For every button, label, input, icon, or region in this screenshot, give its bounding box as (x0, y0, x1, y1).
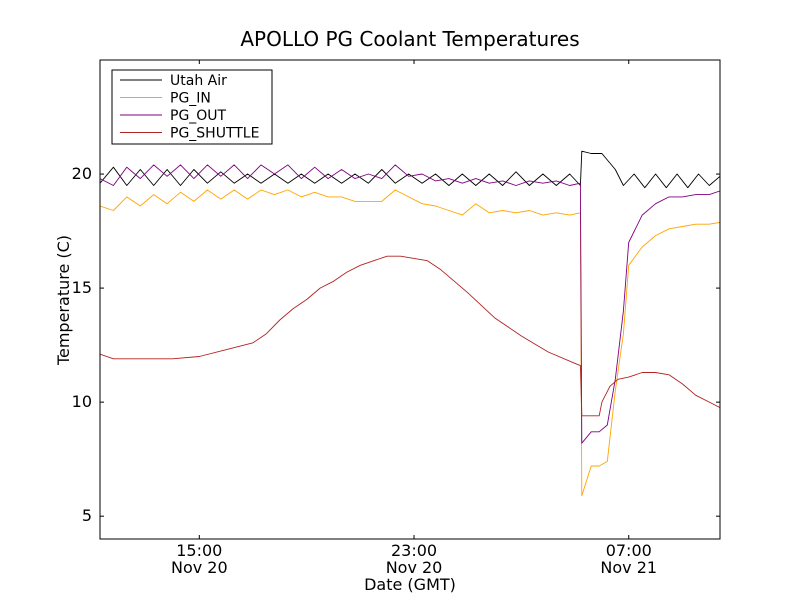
x-tick-label-time: 15:00 (176, 541, 222, 560)
plot-frame (99, 59, 721, 540)
legend-box (111, 69, 273, 145)
chart-title: APOLLO PG Coolant Temperatures (240, 27, 579, 51)
x-tick-label-time: 23:00 (391, 541, 437, 560)
x-tick-label-date: Nov 20 (171, 558, 228, 577)
legend-label-pg-out: PG_OUT (170, 108, 227, 124)
x-tick-label-time: 07:00 (606, 541, 652, 560)
legend-label-utah-air: Utah Air (170, 73, 227, 89)
series-line-pg-shuttle (100, 255, 720, 417)
y-tick-label: 5 (82, 506, 92, 525)
y-axis-label: Temperature (C) (54, 235, 73, 366)
series-line-utah-air (100, 150, 720, 189)
series-line-pg-in (100, 189, 720, 497)
series-line-pg-out (100, 164, 720, 444)
legend-label-pg-shuttle: PG_SHUTTLE (170, 126, 259, 142)
x-tick-label-date: Nov 21 (600, 558, 657, 577)
y-tick-label: 10 (72, 392, 92, 411)
legend-label-pg-in: PG_IN (170, 91, 211, 107)
plot-lines (100, 150, 720, 497)
x-axis-label: Date (GMT) (364, 575, 456, 594)
y-tick-label: 15 (72, 278, 92, 297)
y-tick-label: 20 (72, 164, 92, 183)
x-tick-label-date: Nov 20 (386, 558, 443, 577)
